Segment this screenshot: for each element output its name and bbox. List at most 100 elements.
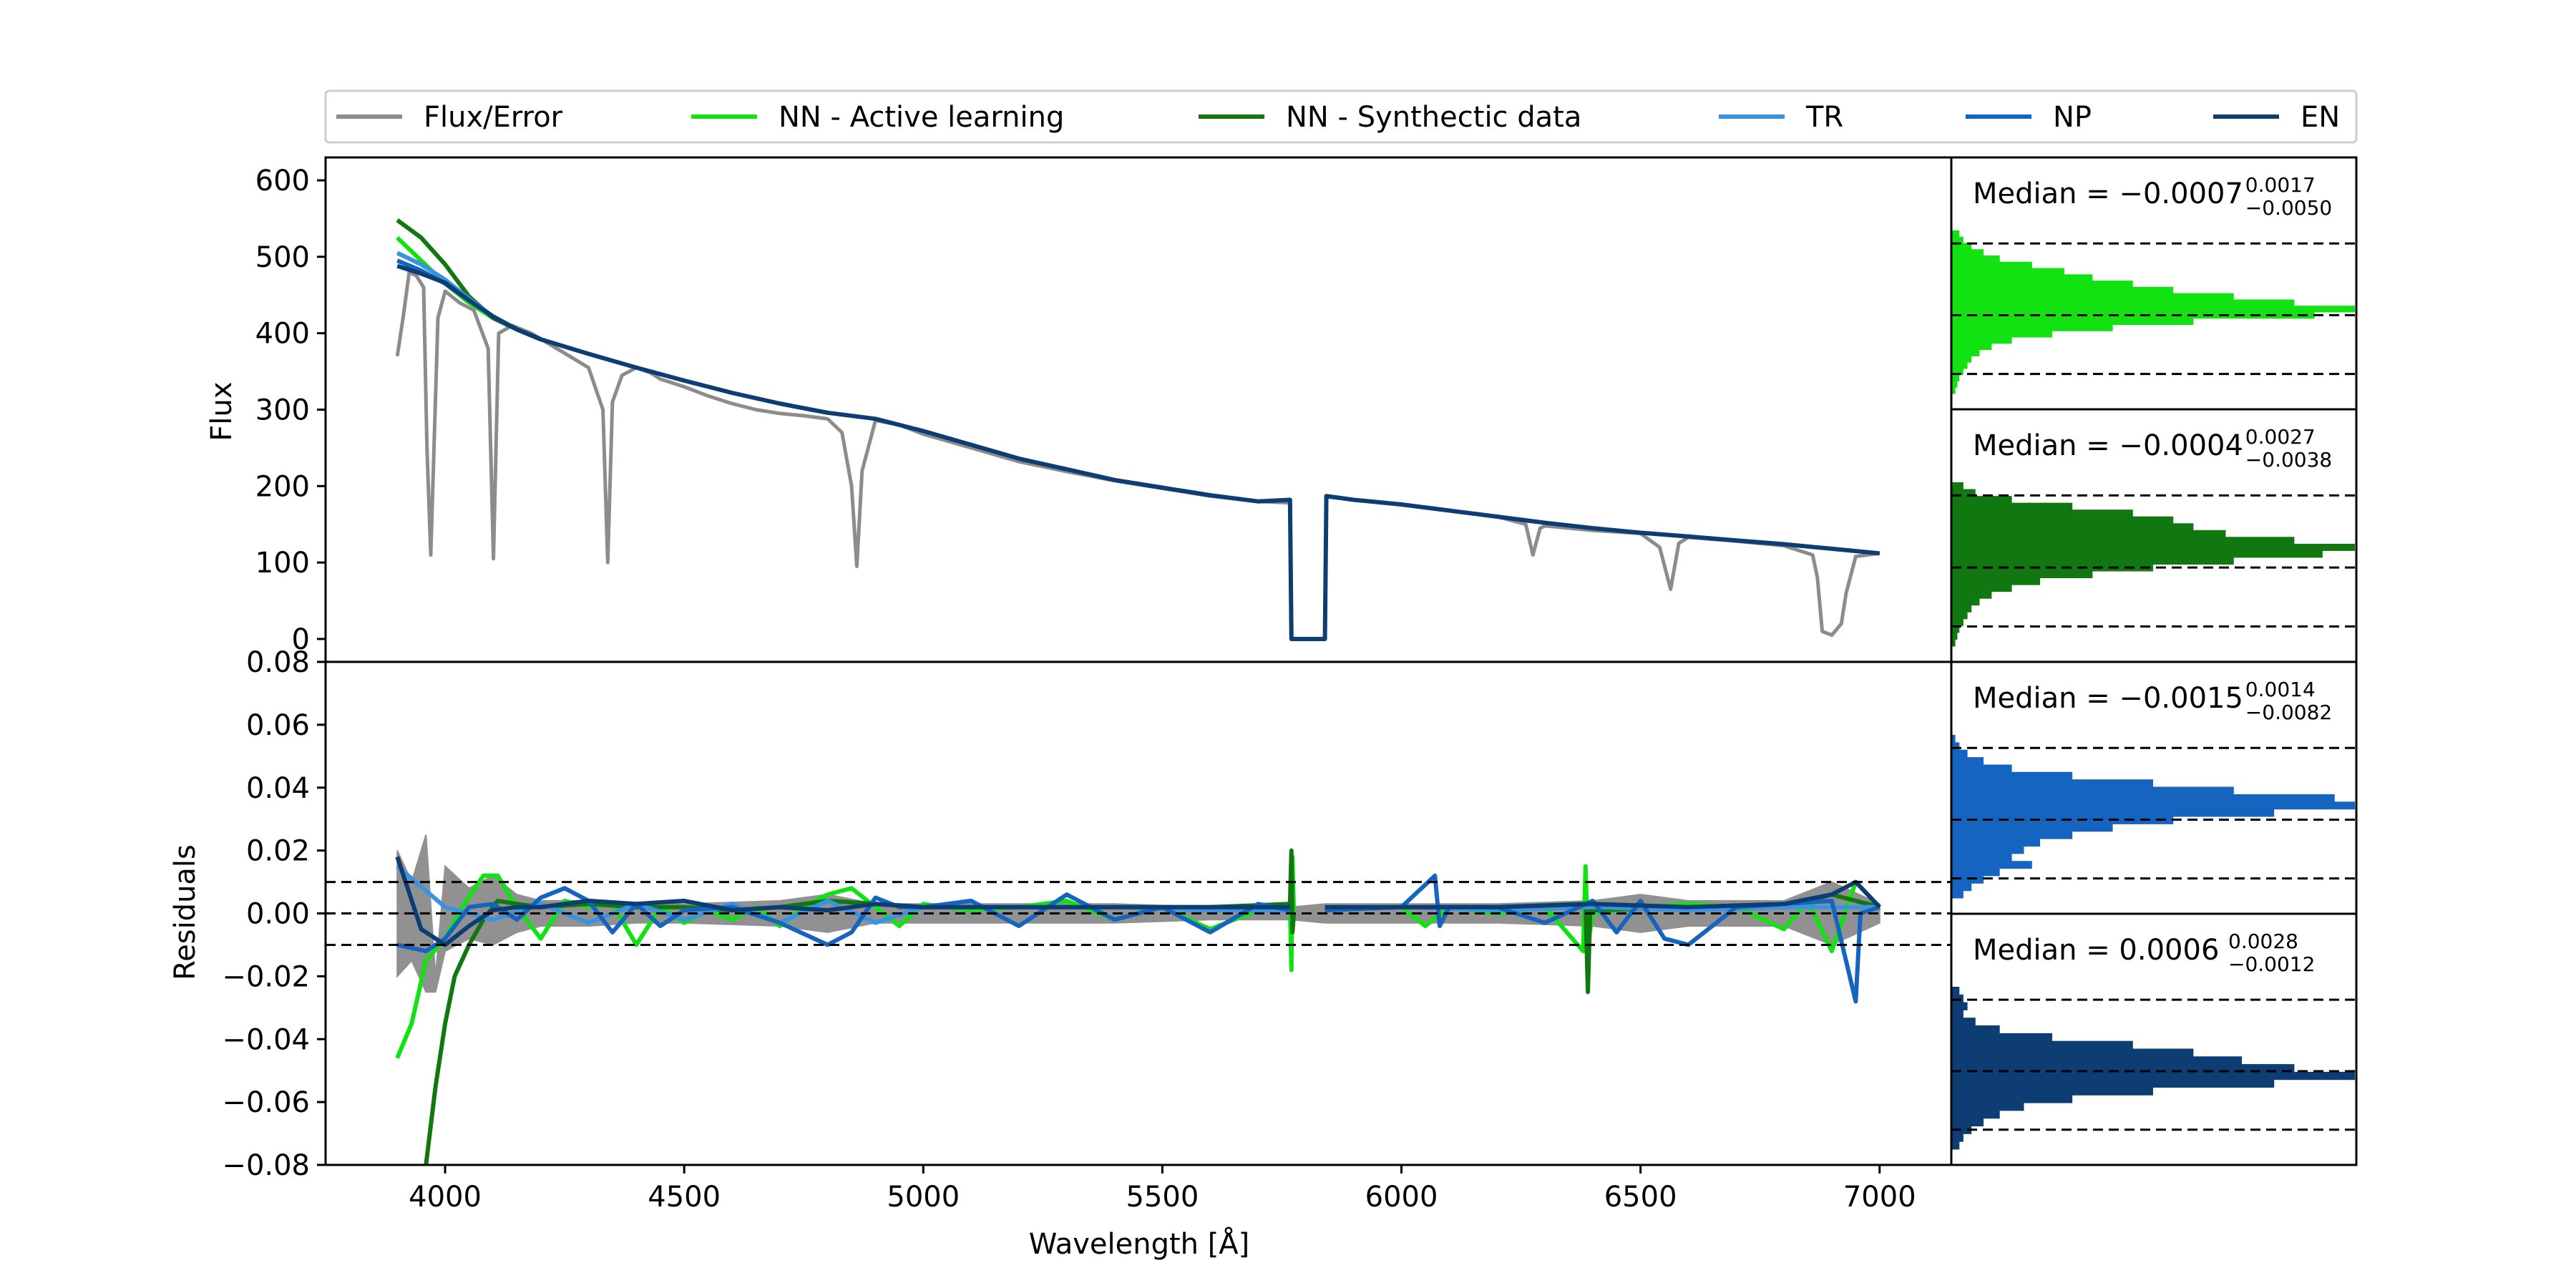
legend-entry-en: EN [2213, 101, 2340, 134]
histogram-bar [1951, 794, 2335, 802]
histogram-bar [1951, 1033, 2052, 1042]
histogram-bar [1951, 994, 1963, 1003]
legend-label-synthetic: NN - Synthectic data [1286, 101, 1581, 134]
histogram-bar [1951, 1111, 2000, 1119]
flux-ytick-label: 200 [255, 470, 310, 503]
histogram-bar [1951, 509, 2133, 517]
histogram-bar [1951, 1025, 2000, 1034]
histogram-bar [1951, 286, 2174, 294]
histogram-bar [1951, 861, 2032, 869]
histogram-median-upper: 0.0027 [2245, 425, 2316, 449]
histogram-bar [1951, 1087, 2153, 1096]
histogram-bar [1951, 883, 1972, 892]
histogram-bar [1951, 853, 2012, 862]
histogram-bar [1951, 543, 2355, 551]
histogram-bar [1951, 236, 1963, 244]
flux-panel: 0 100 200 300 400 500 600 [255, 156, 1953, 663]
histogram-bar [1951, 585, 2012, 592]
histogram-bar [1951, 550, 2323, 558]
histogram-bar [1951, 571, 2093, 578]
histogram-median-upper: 0.0028 [2228, 930, 2298, 953]
histogram-bar [1951, 1048, 2194, 1057]
histogram-bar [1951, 343, 1992, 351]
histogram-bar [1951, 243, 1972, 250]
xtick-label: 6000 [1365, 1181, 1438, 1214]
x-axis-label: Wavelength [Å] [1029, 1226, 1250, 1261]
residual-series-nn-active-learning [395, 854, 1881, 1059]
histogram-bar [1951, 618, 1963, 626]
histogram-bar [1951, 356, 1972, 363]
histogram-bar [1951, 362, 1968, 369]
histogram-bar [1951, 577, 2041, 585]
histogram-bar [1951, 839, 2041, 847]
legend-entry-active-learning: NN - Active learning [691, 101, 1064, 134]
histogram-bar [1951, 764, 2012, 773]
legend-frame [324, 89, 2358, 144]
histogram-median-label: Median = −0.0004 [1973, 429, 2243, 462]
histogram-bar [1951, 274, 2093, 281]
histogram-bar [1951, 523, 2194, 531]
histogram-bar [1951, 742, 1960, 751]
histogram-median-upper: 0.0014 [2245, 678, 2316, 701]
legend-entry-flux: Flux/Error [336, 101, 563, 134]
histogram-median-lower: −0.0050 [2245, 196, 2332, 220]
histogram-median-lower: −0.0038 [2245, 448, 2332, 472]
flux-axis-label: Flux [205, 381, 238, 441]
histogram-bar [1951, 557, 2234, 565]
histogram-bar [1951, 387, 1956, 394]
histogram-bar [1951, 868, 2000, 877]
flux-series-tr [396, 250, 542, 341]
legend: Flux/Error NN - Active learning NN - Syn… [324, 89, 2358, 144]
histogram-bar [1951, 280, 2133, 288]
histogram-bar [1951, 605, 1972, 613]
legend-entry-synthetic: NN - Synthectic data [1199, 101, 1581, 134]
residual-series-en [395, 856, 1881, 947]
histogram-bar [1951, 846, 2024, 854]
histogram-bar [1951, 771, 2073, 780]
histogram-bar [1951, 639, 1956, 647]
flux-ytick-label: 300 [255, 394, 310, 427]
xtick-label: 7000 [1843, 1181, 1916, 1214]
residual-ytick-label: 0.06 [246, 709, 310, 742]
histogram-bar [1951, 261, 2032, 269]
histogram-bar [1951, 1133, 1963, 1142]
xtick-label: 4500 [648, 1181, 721, 1214]
histogram-frame [1950, 912, 2358, 1166]
histogram-bar [1951, 502, 2073, 510]
histogram-bar [1951, 1018, 1976, 1026]
histogram-panel-en: Median = 0.0006 0.0028−0.0012 [1950, 912, 2358, 1166]
residual-ytick-label: 0.00 [246, 898, 310, 931]
histogram-bar [1951, 779, 2153, 788]
histogram-bar [1951, 331, 2052, 338]
histogram-bar [1951, 1064, 2295, 1073]
legend-entry-np: NP [1966, 101, 2092, 134]
histogram-bar [1951, 1040, 2133, 1049]
histogram-panel-active-learning: Median = −0.0007 0.0017−0.0050 [1950, 156, 2358, 411]
histogram-bar [1951, 591, 1992, 599]
residuals-panel: −0.08 −0.06 −0.04 −0.02 0.00 0.02 0.04 0.06 0.08… [222, 646, 1953, 1214]
histogram-median-label: Median = −0.0007 [1973, 177, 2243, 210]
histogram-bar [1951, 537, 2295, 545]
histogram-bar [1951, 324, 2113, 331]
flux-ytick-label: 400 [255, 318, 310, 351]
histogram-bar [1951, 1141, 1960, 1150]
xtick-label: 6500 [1604, 1181, 1677, 1214]
histogram-bar [1951, 598, 1980, 606]
histogram-bar [1951, 230, 1960, 238]
residual-ytick-label: −0.08 [222, 1149, 310, 1182]
histogram-bar [1951, 496, 2012, 504]
residual-ytick-label: 0.04 [246, 772, 310, 805]
histogram-bar [1951, 249, 1984, 256]
histogram-bar [1951, 1103, 2024, 1111]
flux-series-en [396, 263, 1880, 641]
histogram-bar [1951, 1118, 1984, 1127]
histogram-median-lower: −0.0082 [2245, 701, 2332, 724]
flux-ytick-label: 600 [255, 165, 310, 197]
histogram-bar [1951, 530, 2226, 537]
histogram-bar [1951, 1010, 1963, 1018]
histogram-bar [1951, 368, 1963, 376]
histogram-bar [1951, 890, 1963, 899]
xtick-label: 5500 [1126, 1181, 1199, 1214]
histogram-panel-synthetic: Median = −0.0004 0.0027−0.0038 [1950, 408, 2358, 663]
